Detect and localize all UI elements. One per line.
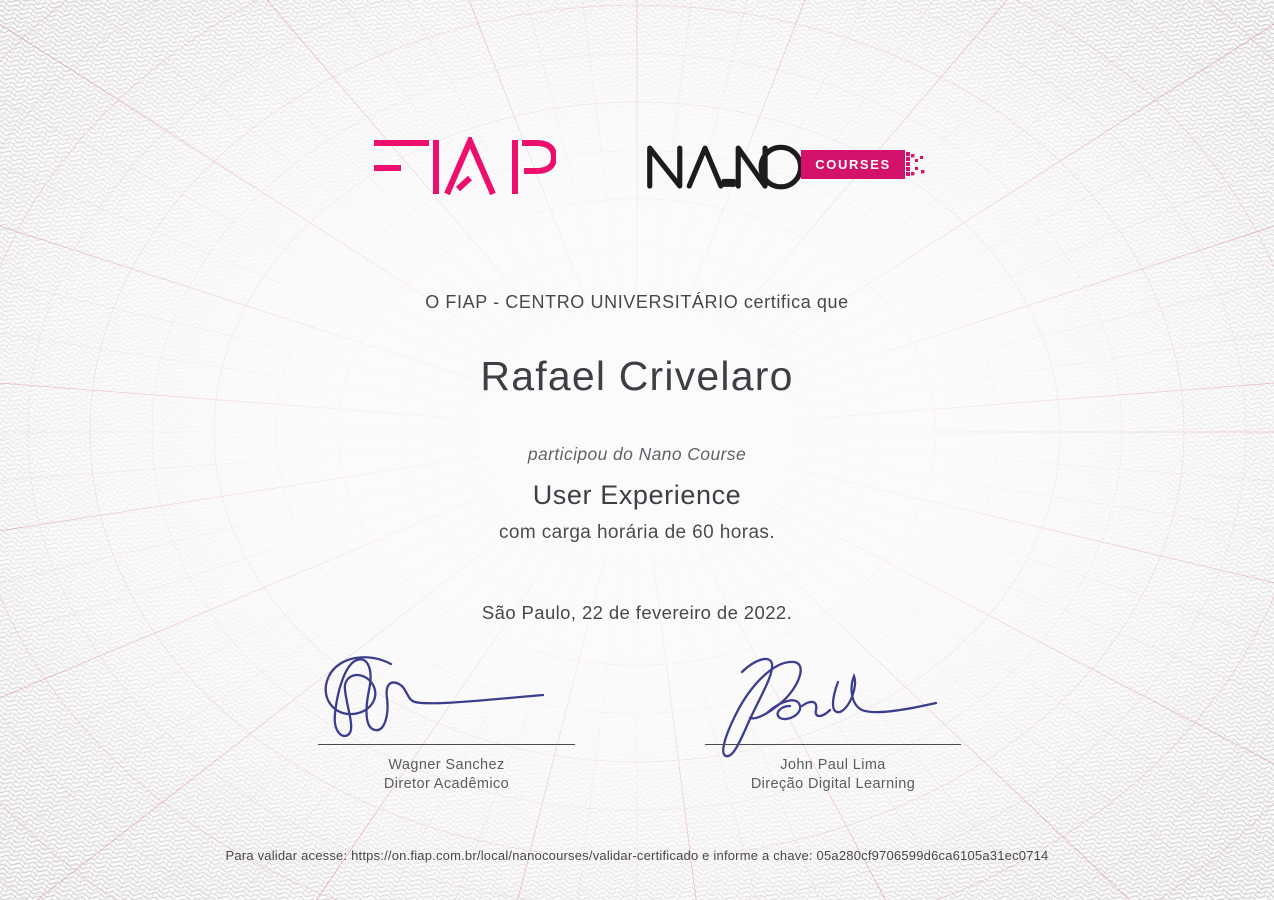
nano-logo-glyphs — [647, 144, 804, 190]
nano-courses-logo — [645, 136, 804, 195]
fiap-logo — [372, 133, 558, 196]
validation-line: Para validar acesse: https://on.fiap.com… — [225, 848, 1049, 863]
signature-wagner-sanchez — [324, 656, 545, 738]
signatory-role: Direção Digital Learning — [750, 776, 916, 792]
courses-badge-label: COURSES — [815, 157, 891, 172]
issuer-line: O FIAP - CENTRO UNIVERSITÁRIO certifica … — [425, 292, 849, 312]
fiap-logo-glyphs — [374, 133, 558, 196]
pixel-dots-icon — [906, 152, 925, 176]
date-line: São Paulo, 22 de fevereiro de 2022. — [481, 602, 793, 623]
recipient-name: Rafael Crivelaro — [480, 353, 794, 399]
course-name: User Experience — [532, 480, 742, 510]
signature-line — [705, 744, 961, 745]
signature-line — [318, 744, 575, 745]
workload-line: com carga horária de 60 horas. — [498, 522, 776, 543]
signatory-name: Wagner Sanchez — [388, 757, 505, 773]
courses-badge: COURSES — [801, 150, 905, 179]
signatory-name: John Paul Lima — [780, 757, 886, 773]
participation-line: participou do Nano Course — [527, 444, 747, 464]
signatory-role: Diretor Acadêmico — [383, 776, 510, 792]
signature-john-paul-lima — [722, 657, 938, 758]
